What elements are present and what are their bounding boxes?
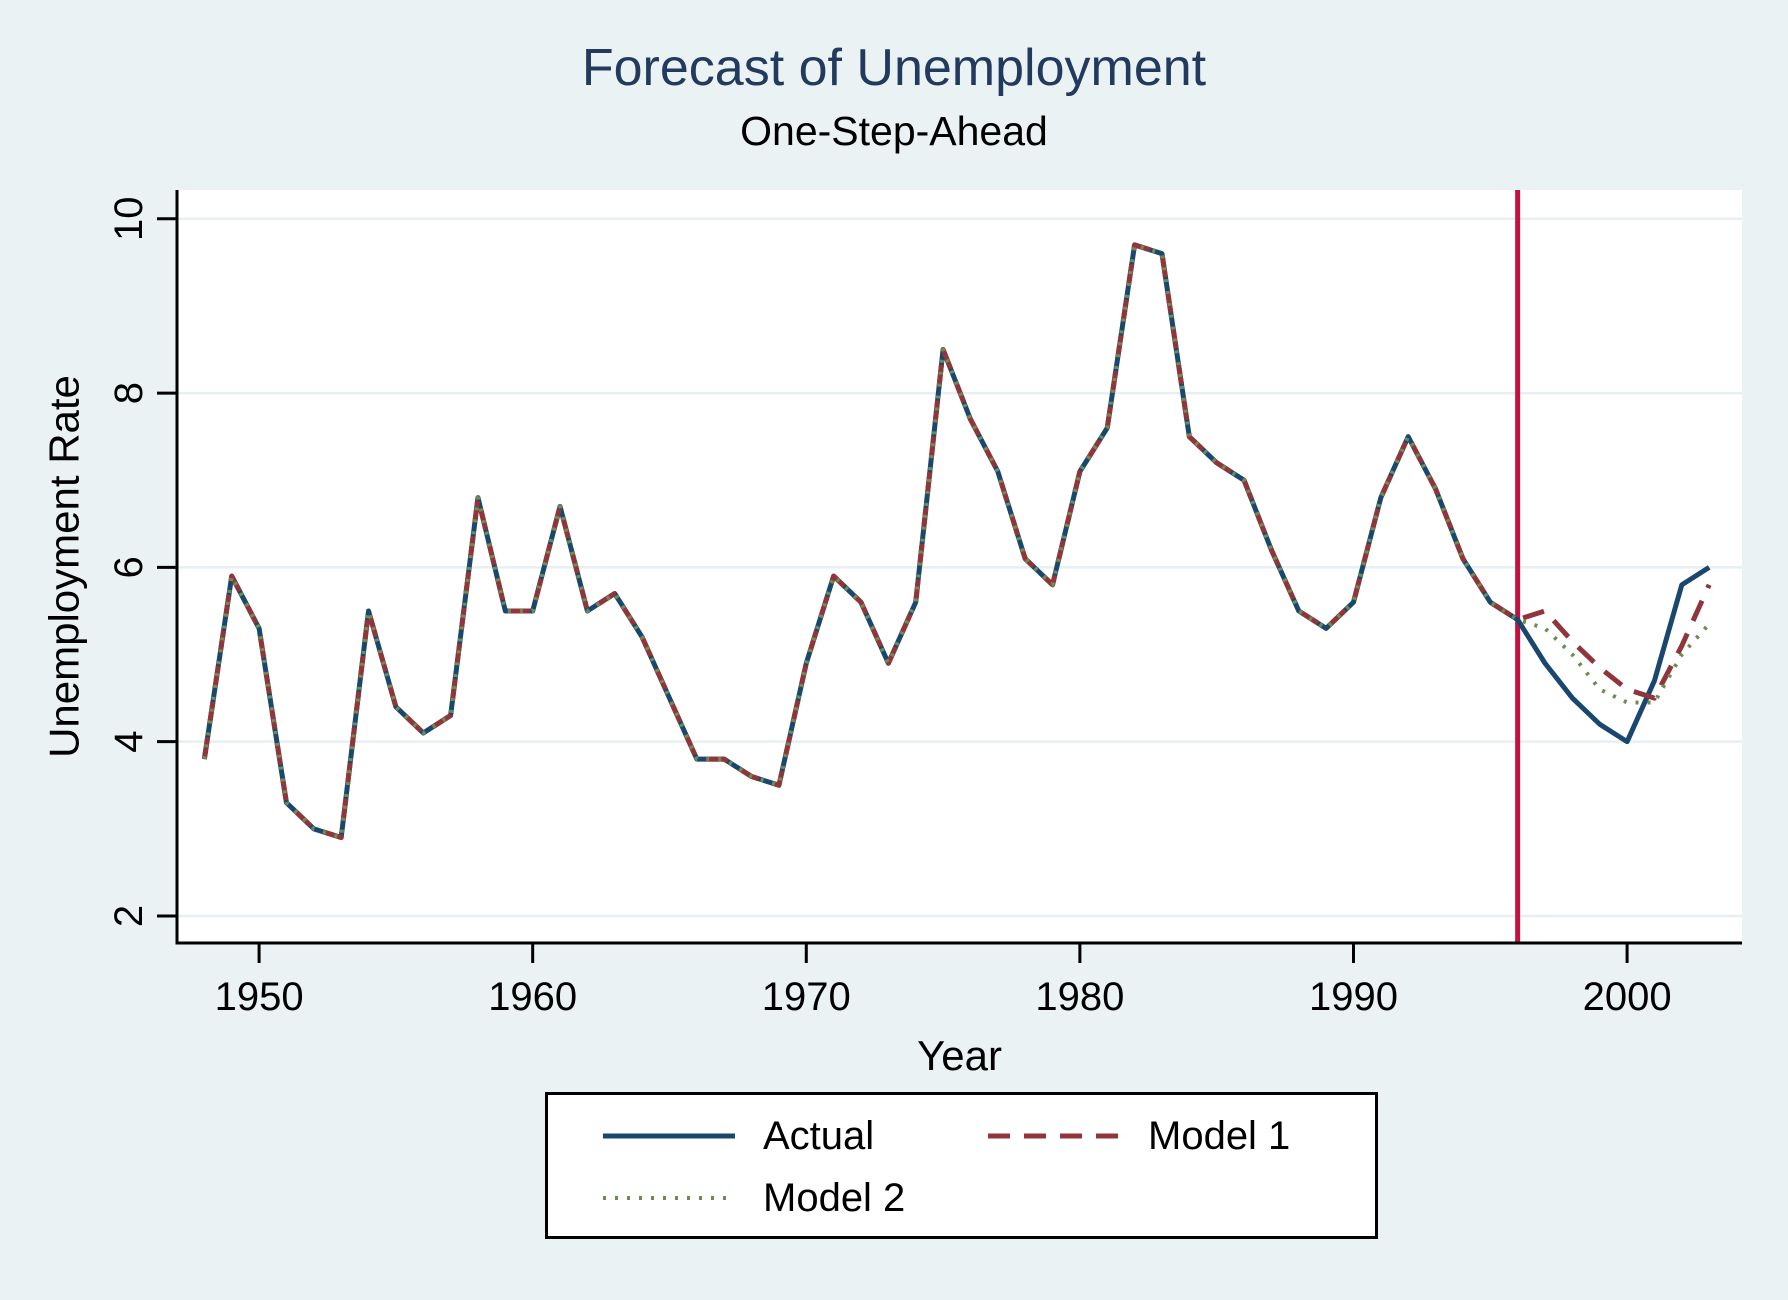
y-tick-label: 6 (107, 556, 151, 578)
legend-sample-model2 (603, 1192, 735, 1204)
series-model-2 (202, 242, 1711, 840)
legend-sample-actual (603, 1130, 735, 1142)
legend-row-2: Model 2 (603, 1167, 1375, 1229)
legend-label-model2: Model 2 (763, 1175, 906, 1220)
y-tick-label: 2 (107, 905, 151, 927)
y-tick-label: 10 (107, 197, 151, 242)
chart-subtitle: One-Step-Ahead (740, 108, 1048, 154)
legend-label-model1: Model 1 (1148, 1113, 1291, 1158)
legend: Actual Model 1 Model 2 (545, 1092, 1378, 1239)
y-axis-title: Unemployment Rate (41, 375, 88, 758)
x-tick-label: 2000 (1583, 975, 1672, 1019)
x-tick-label: 1960 (488, 975, 577, 1019)
chart-title: Forecast of Unemployment (581, 39, 1207, 97)
legend-sample-model1 (988, 1130, 1120, 1142)
x-axis-title: Year (917, 1032, 1002, 1079)
legend-label-actual: Actual (763, 1113, 875, 1158)
x-tick-label: 1980 (1035, 975, 1124, 1019)
x-tick-label: 1950 (215, 975, 304, 1019)
y-tick-label: 4 (107, 731, 151, 753)
x-tick-label: 1970 (762, 975, 851, 1019)
legend-row-1: Actual Model 1 (603, 1105, 1375, 1167)
y-tick-label: 8 (107, 382, 151, 404)
x-tick-label: 1990 (1309, 975, 1398, 1019)
